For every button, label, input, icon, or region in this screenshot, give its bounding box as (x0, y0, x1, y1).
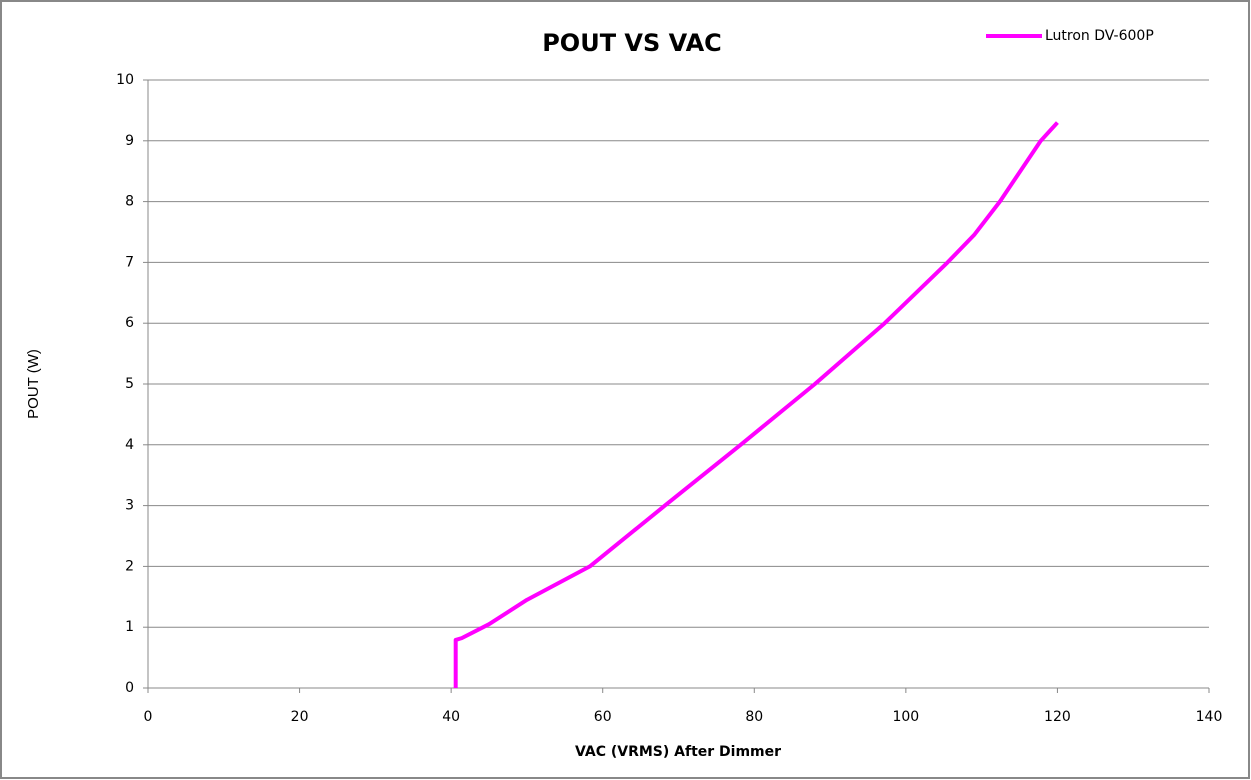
chart-title: POUT VS VAC (542, 29, 722, 57)
y-axis-label: POUT (W) (25, 349, 42, 419)
y-tick-label: 9 (125, 133, 134, 149)
x-tick-label: 0 (144, 709, 153, 725)
x-tick-label: 80 (745, 709, 763, 725)
x-tick-label: 140 (1196, 709, 1223, 725)
y-tick-label: 7 (125, 254, 134, 270)
y-tick-label: 0 (125, 680, 134, 696)
y-tick-label: 4 (125, 437, 134, 453)
y-tick-label: 2 (125, 558, 134, 574)
x-tick-label: 20 (291, 709, 309, 725)
data-line (453, 121, 1059, 688)
x-axis-label: VAC (VRMS) After Dimmer (575, 744, 781, 760)
x-tick-label: 60 (594, 709, 612, 725)
y-tick-label: 6 (125, 315, 134, 331)
y-tick-label: 10 (116, 72, 134, 88)
legend-label: Lutron DV-600P (1045, 28, 1154, 44)
y-tick-label: 8 (125, 194, 134, 210)
x-tick-label: 40 (442, 709, 460, 725)
y-tick-label: 5 (125, 376, 134, 392)
y-tick-label: 3 (125, 498, 134, 514)
y-tick-label: 1 (125, 619, 134, 635)
x-tick-label: 120 (1044, 709, 1071, 725)
x-tick-label: 100 (892, 709, 919, 725)
